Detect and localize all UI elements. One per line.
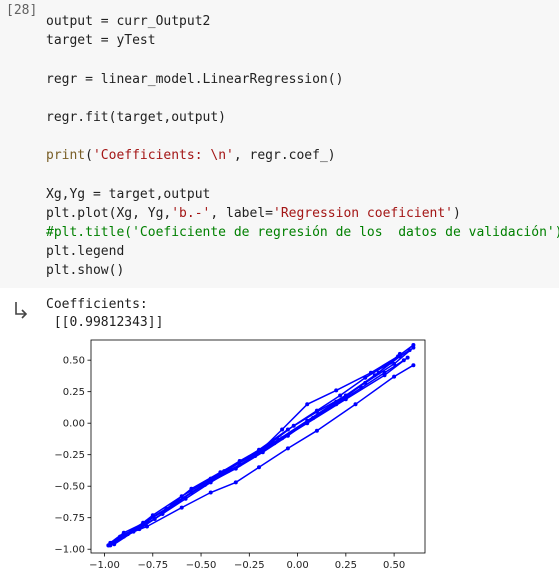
y-tick-label: −0.75	[54, 513, 85, 524]
y-tick-label: −1.00	[54, 545, 85, 556]
x-tick-label: 0.50	[383, 560, 405, 571]
data-point	[145, 525, 149, 529]
code-line	[46, 50, 559, 69]
data-point	[377, 371, 381, 375]
execution-count: [28]	[6, 3, 37, 18]
data-point	[392, 375, 396, 379]
code-line: plt.legend	[46, 242, 559, 261]
code-line: Xg,Yg = target,output	[46, 185, 559, 204]
data-point	[338, 394, 342, 398]
x-tick-label: 0.00	[286, 560, 308, 571]
data-point	[257, 448, 261, 452]
code-token: 'Coefficients: \n'	[93, 148, 234, 163]
data-point	[253, 454, 257, 458]
data-point	[342, 396, 346, 400]
y-tick-label: −0.25	[54, 450, 85, 461]
code-line	[46, 89, 559, 108]
data-point	[315, 429, 319, 433]
x-tick-label: −0.25	[234, 560, 265, 571]
data-point	[280, 428, 284, 432]
x-tick-label: −1.00	[89, 560, 120, 571]
code-token: , regr.coef_)	[234, 148, 336, 163]
data-point	[354, 402, 358, 406]
data-point	[234, 480, 238, 484]
data-point	[153, 517, 157, 521]
data-point	[315, 410, 319, 414]
data-point	[226, 469, 230, 473]
code-token: output = curr_Output2	[46, 14, 210, 29]
code-line	[46, 166, 559, 185]
code-line: target = yTest	[46, 31, 559, 50]
data-point	[199, 484, 203, 488]
code-token: print	[46, 148, 85, 163]
code-line: output = curr_Output2	[46, 12, 559, 31]
code-token: Xg,Yg = target,output	[46, 187, 210, 202]
code-line: plt.show()	[46, 261, 559, 280]
output-text: Coefficients: [[0.99812343]]	[46, 296, 163, 332]
output-line: Coefficients:	[46, 296, 163, 314]
plot-output: −1.00 −0.75 −0.50 −0.25 0.00 0.25 0.50 0.50 0.25…	[0, 330, 559, 579]
data-point	[369, 371, 373, 375]
data-point	[383, 373, 387, 377]
data-point	[257, 465, 261, 469]
data-point	[176, 499, 180, 503]
data-point	[189, 487, 193, 491]
data-point	[398, 352, 402, 356]
data-point	[411, 363, 415, 367]
data-point	[334, 388, 338, 392]
y-tick-label: 0.50	[63, 356, 85, 367]
code-line: plt.plot(Xg, Yg,'b.-', label='Regression…	[46, 204, 559, 223]
data-point	[305, 402, 309, 406]
data-point	[286, 446, 290, 450]
code-token: plt.show()	[46, 263, 124, 278]
data-point	[180, 506, 184, 510]
data-point	[130, 530, 134, 534]
data-point	[209, 491, 213, 495]
data-point	[286, 428, 290, 432]
code-line: regr.fit(target,output)	[46, 108, 559, 127]
code-token: plt.legend	[46, 244, 124, 259]
x-tick-label: −0.75	[137, 560, 168, 571]
y-tick-label: 0.25	[63, 387, 85, 398]
code-token: 'b.-'	[171, 206, 210, 221]
code-line: #plt.title('Coeficiente de regresión de …	[46, 223, 559, 242]
x-tick-label: −0.50	[186, 560, 217, 571]
output-arrow-icon[interactable]	[12, 300, 32, 320]
y-tick-label: 0.00	[63, 419, 85, 430]
code-token: target = yTest	[46, 33, 156, 48]
data-point	[311, 416, 315, 420]
code-token: 'Regression coeficient'	[273, 206, 453, 221]
data-point	[110, 541, 114, 545]
code-line	[46, 127, 559, 146]
x-tick-label: 0.25	[335, 560, 357, 571]
code-token: , label=	[210, 206, 273, 221]
y-tick-label: −0.50	[54, 482, 85, 493]
code-line: print('Coefficients: \n', regr.coef_)	[46, 146, 559, 165]
code-token: )	[453, 206, 461, 221]
code-token: regr = linear_model.LinearRegression()	[46, 72, 343, 87]
data-point	[406, 356, 410, 360]
code-token: regr.fit(target,output)	[46, 110, 226, 125]
code-token: plt.plot(Xg, Yg,	[46, 206, 171, 221]
code-line: regr = linear_model.LinearRegression()	[46, 70, 559, 89]
data-point	[411, 343, 415, 347]
data-point	[280, 436, 284, 440]
line-plot: −1.00 −0.75 −0.50 −0.25 0.00 0.25 0.50 0.50 0.25…	[0, 330, 559, 579]
code-token: (	[85, 148, 93, 163]
code-token: #plt.title('Coeficiente de regresión de …	[46, 225, 559, 240]
